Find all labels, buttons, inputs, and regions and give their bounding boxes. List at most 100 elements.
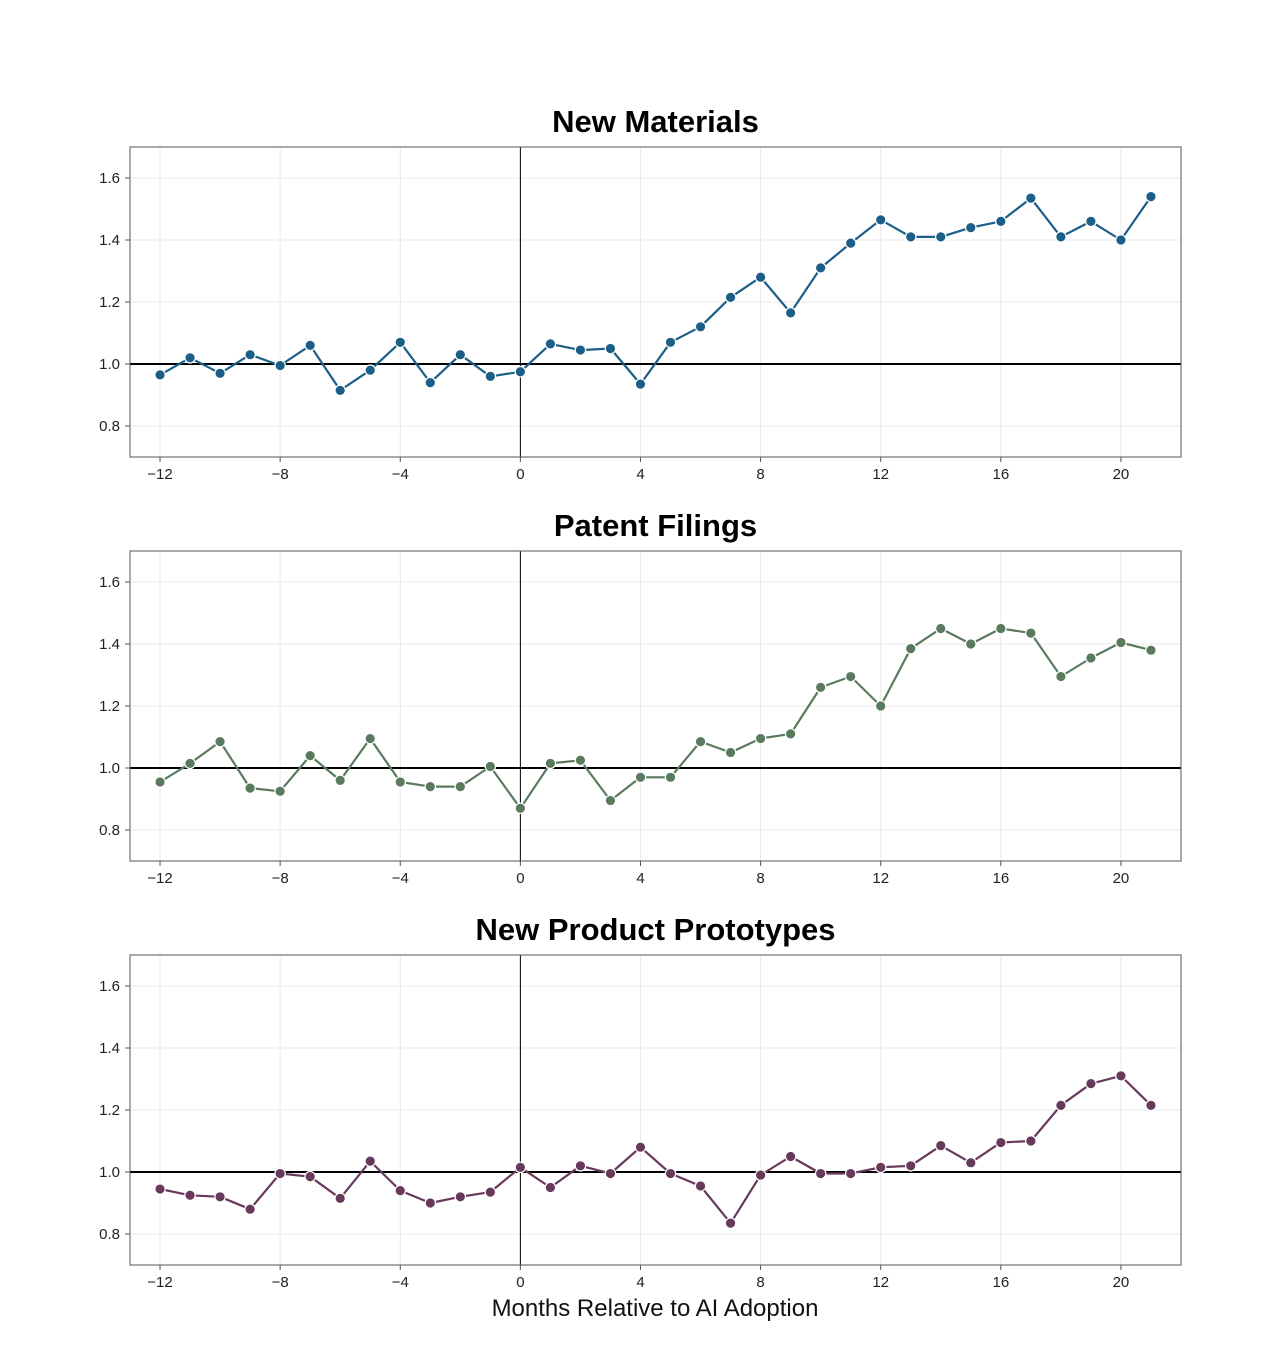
x-tick-label: −8: [272, 870, 289, 887]
data-point: [544, 338, 557, 350]
data-point: [394, 776, 407, 788]
data-point: [484, 370, 497, 383]
data-point: [1145, 1099, 1157, 1112]
x-tick-label: 16: [992, 1274, 1009, 1291]
data-point: [184, 351, 196, 364]
data-point: [784, 1150, 797, 1163]
data-point: [544, 757, 557, 770]
data-point: [214, 367, 226, 380]
x-tick-label: 8: [756, 870, 764, 887]
y-tick-label: 0.8: [99, 822, 120, 839]
data-point: [634, 378, 647, 390]
data-point: [364, 732, 377, 745]
data-point: [184, 1189, 196, 1202]
data-point: [214, 735, 226, 748]
data-point: [1115, 234, 1127, 246]
data-point: [694, 735, 707, 748]
data-point: [995, 1136, 1007, 1149]
x-tick-label: −12: [147, 466, 172, 483]
data-point: [964, 221, 977, 234]
data-point: [844, 670, 857, 683]
data-point: [754, 1169, 767, 1181]
data-point: [934, 231, 947, 243]
data-point: [304, 749, 316, 762]
x-tick-label: −12: [147, 870, 172, 887]
data-point: [754, 271, 767, 283]
data-point: [484, 760, 497, 773]
data-point: [1055, 231, 1067, 243]
data-point: [244, 1203, 256, 1215]
data-point: [244, 782, 256, 794]
data-point: [874, 214, 887, 226]
data-point: [1025, 627, 1037, 639]
data-point: [904, 231, 917, 243]
data-point: [724, 291, 737, 304]
data-point: [874, 1161, 887, 1174]
data-point: [995, 622, 1007, 635]
data-point: [694, 1180, 707, 1192]
data-point: [814, 681, 827, 694]
data-point: [604, 342, 617, 355]
x-tick-label: −8: [272, 1274, 289, 1291]
x-tick-label: 12: [872, 870, 889, 887]
data-point: [1115, 1070, 1127, 1082]
data-point: [664, 336, 677, 349]
data-point: [424, 780, 437, 793]
data-point: [844, 237, 857, 249]
y-tick-label: 1.0: [99, 760, 120, 777]
x-tick-label: 4: [636, 466, 644, 483]
x-tick-label: 20: [1113, 870, 1130, 887]
data-point: [634, 771, 647, 784]
data-point: [454, 1191, 467, 1203]
data-point: [364, 1155, 377, 1167]
data-point: [574, 754, 587, 767]
data-point: [814, 1167, 827, 1180]
y-tick-label: 1.6: [99, 978, 120, 995]
data-point: [454, 348, 467, 361]
data-point: [604, 794, 617, 807]
data-point: [364, 364, 377, 376]
data-point: [814, 262, 827, 274]
data-point: [244, 348, 256, 361]
data-point: [1025, 1135, 1037, 1147]
data-point: [1115, 636, 1127, 649]
x-tick-label: −8: [272, 466, 289, 483]
data-point: [334, 774, 346, 787]
data-point: [154, 369, 166, 381]
y-tick-label: 0.8: [99, 418, 120, 435]
series-line: [159, 627, 1152, 810]
y-tick-label: 1.4: [99, 232, 120, 249]
data-point: [964, 1156, 977, 1169]
data-point: [995, 215, 1007, 228]
data-point: [514, 365, 527, 378]
data-point: [544, 1181, 557, 1194]
x-tick-label: 4: [636, 870, 644, 887]
data-point: [964, 638, 977, 650]
x-tick-label: −4: [392, 870, 409, 887]
data-point: [934, 622, 947, 635]
data-point: [724, 746, 737, 759]
data-point: [274, 1167, 286, 1180]
x-tick-label: 0: [516, 466, 524, 483]
data-point: [184, 757, 196, 770]
y-tick-label: 0.8: [99, 1226, 120, 1243]
data-point: [694, 320, 707, 333]
data-point: [394, 1184, 407, 1197]
y-tick-label: 1.4: [99, 1040, 120, 1057]
data-point: [664, 1167, 677, 1180]
x-tick-label: 16: [992, 466, 1009, 483]
series-line: [159, 1074, 1152, 1225]
data-point: [724, 1217, 737, 1229]
y-tick-label: 1.4: [99, 636, 120, 653]
x-tick-label: 12: [872, 466, 889, 483]
data-point: [1085, 1077, 1097, 1090]
x-tick-label: −4: [392, 466, 409, 483]
data-point: [844, 1167, 857, 1180]
data-point: [154, 776, 166, 788]
x-tick-label: 0: [516, 870, 524, 887]
data-point: [334, 384, 346, 397]
data-point: [1085, 652, 1097, 664]
data-point: [1055, 670, 1067, 683]
x-tick-label: 8: [756, 1274, 764, 1291]
